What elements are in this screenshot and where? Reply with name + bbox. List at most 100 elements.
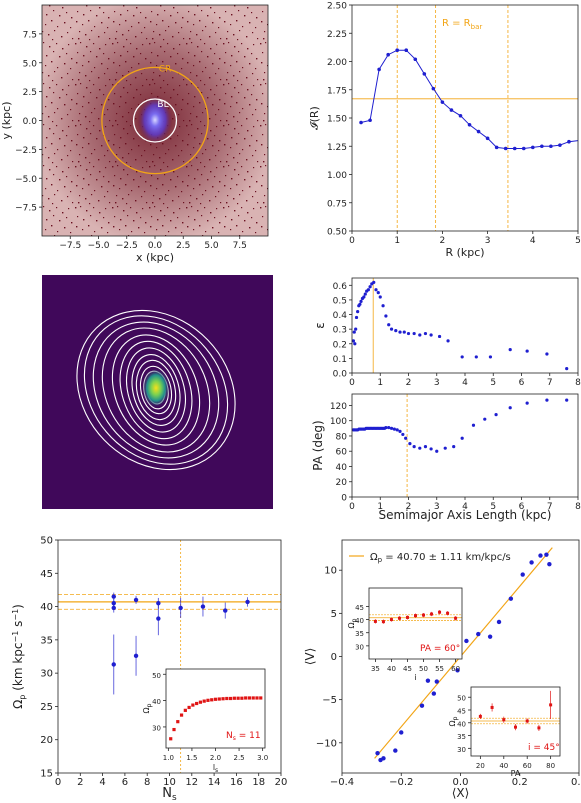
ellipticity-point <box>437 334 442 339</box>
v-x-point <box>455 668 460 673</box>
x-tick-label: 14 <box>208 777 221 788</box>
ir-point <box>503 146 508 151</box>
ls-point <box>228 696 233 701</box>
pa-point <box>412 445 416 449</box>
pa-point <box>387 425 391 430</box>
x-tick-label: 12 <box>185 777 198 788</box>
label-part: Ω <box>448 720 457 726</box>
x-tick-label: 45 <box>403 665 412 673</box>
ls-point <box>213 697 218 701</box>
ls-point <box>244 696 248 700</box>
ellipticity-point <box>387 323 391 327</box>
y-tick-label: 30 <box>40 669 53 680</box>
ellipticity-point <box>418 333 422 337</box>
ellipticity-point <box>446 339 450 343</box>
ls-point <box>191 703 195 707</box>
y-tick-label: 20 <box>40 735 53 746</box>
x-tick-label: 20 <box>476 762 485 770</box>
ls-point <box>210 698 214 702</box>
y-tick-label: 0.75 <box>327 199 347 209</box>
ir-point <box>359 120 363 125</box>
omega-point <box>178 605 183 611</box>
ellipticity-point <box>412 331 416 336</box>
pa-panel: 0 1 2 3 4 5 6 7 8 120 100 80 60 40 20 0 Semimajor Axis L… <box>311 393 581 522</box>
pa-inset-panel: 20 40 60 80 50 45 40 35 30 PA Ωp i = 45° <box>448 686 561 778</box>
x-tick-label: 0.0 <box>148 241 163 251</box>
y-tick-label: 40 <box>457 720 466 728</box>
ellipticity-point <box>374 288 378 292</box>
x-tick-label: 55 <box>435 665 444 673</box>
ir-point <box>567 139 571 144</box>
ellipticity-point <box>508 348 512 352</box>
x-tick-label: 80 <box>546 762 555 770</box>
ellipticity-point <box>423 331 428 336</box>
x-tick-label: 5 <box>490 378 496 388</box>
x-tick-label: 60 <box>451 665 460 673</box>
y-tick-label: 30 <box>457 746 466 754</box>
x-axis-label: PA <box>511 769 521 778</box>
i-point <box>389 618 393 622</box>
ellipticity-point <box>384 314 388 318</box>
ir-point <box>449 108 454 112</box>
y-axis-label: PA (deg) <box>311 420 325 470</box>
cr-label: CR <box>159 64 172 74</box>
x-tick-label: 2 <box>77 777 83 788</box>
y-tick-label: −2.5 <box>15 146 37 156</box>
y-axis-label: Ωp <box>448 716 459 726</box>
pa-point <box>408 441 412 446</box>
pa-point <box>392 427 396 431</box>
x-tick-label: 6 <box>122 777 128 788</box>
label-part: Ω <box>11 700 25 709</box>
ls-point <box>221 697 225 701</box>
x-tick-label: 3.0 <box>257 754 268 762</box>
ls-point <box>206 698 210 702</box>
omega-point <box>156 616 161 621</box>
x-tick-label: 7.5 <box>233 241 247 251</box>
omega-point <box>111 594 116 599</box>
ir-point <box>368 118 372 123</box>
ir-point <box>476 129 481 134</box>
legend-label: Ωp = 40.70 ± 1.11 km/kpc/s <box>370 552 511 564</box>
x-tick-label: 16 <box>230 777 243 788</box>
x-tick-label: −5.0 <box>88 241 110 251</box>
x-tick-label: 7 <box>547 378 553 388</box>
y-axis-label: Ωp (km kpc−1 s−1) <box>11 604 27 709</box>
y-tick-label: 50 <box>40 536 53 547</box>
label-part: s <box>172 793 177 803</box>
v-x-point <box>419 703 425 708</box>
v-x-point <box>538 553 543 558</box>
y-tick-label: 0 <box>331 652 337 663</box>
pa-point <box>502 718 506 722</box>
isophote-image-panel <box>42 275 273 509</box>
ls-point <box>232 696 236 700</box>
y-tick-label: 15 <box>40 769 53 780</box>
y-tick-label: 40 <box>40 602 53 613</box>
label-part: bar <box>471 23 483 31</box>
y-tick-label: 1.50 <box>327 115 347 125</box>
pa-point <box>549 703 553 707</box>
pa-point <box>525 401 529 405</box>
v-x-point <box>399 730 404 735</box>
bl-circle <box>132 98 178 143</box>
v-x-point <box>508 596 514 601</box>
label-part: Ω <box>347 622 356 628</box>
x-tick-label: 1 <box>377 378 383 388</box>
ellipticity-point <box>488 355 493 359</box>
x-tick-label: 2.5 <box>234 754 245 762</box>
x-tick-label: 1 <box>377 502 383 512</box>
ls-point <box>176 720 180 724</box>
ir-point <box>440 100 445 104</box>
y-tick-label: 1.25 <box>327 143 347 153</box>
y-axis-label: 𝓘(R) <box>308 106 321 130</box>
pa-point <box>404 436 408 440</box>
y-tick-label: 45 <box>457 708 466 716</box>
y-tick-label: 50 <box>152 672 161 680</box>
y-axis-label: y (kpc) <box>0 102 13 140</box>
x-tick-label: 1.0 <box>163 754 174 762</box>
ir-point <box>540 144 544 149</box>
v-x-point <box>544 552 549 557</box>
isophote-contour <box>83 315 229 465</box>
y-tick-label: 0.2 <box>333 340 347 350</box>
